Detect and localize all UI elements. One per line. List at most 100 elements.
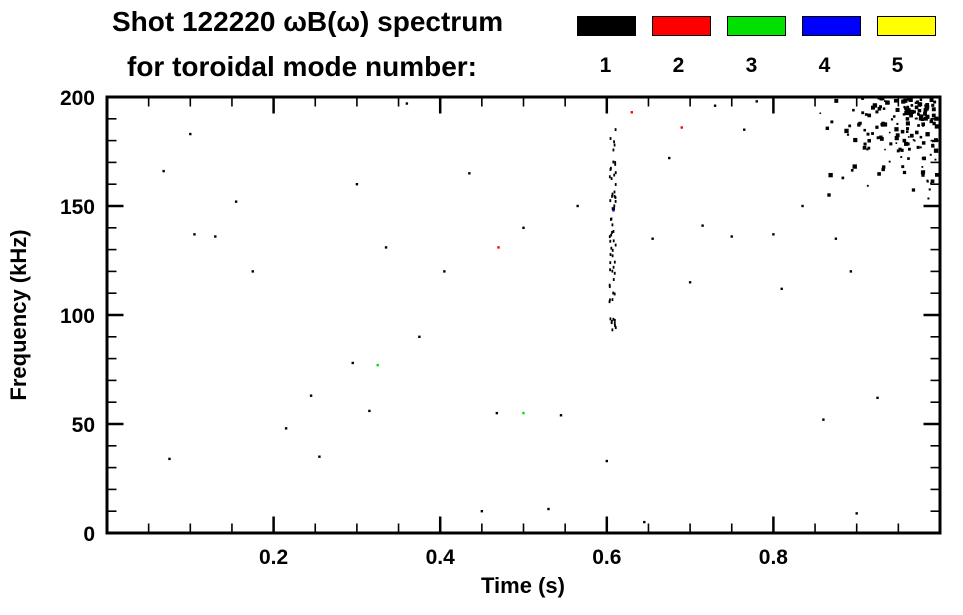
data-point [609, 317, 612, 321]
data-point [819, 112, 822, 115]
data-point [925, 102, 930, 107]
data-point [927, 197, 930, 200]
data-point [251, 270, 254, 273]
data-point [318, 455, 321, 458]
data-point [830, 120, 834, 124]
data-point [879, 105, 882, 109]
data-point [926, 180, 929, 183]
legend [577, 16, 952, 36]
data-point [888, 131, 891, 134]
data-point [906, 96, 911, 101]
data-point [612, 317, 615, 321]
plot-frame-group: 0.2 0.4 0.6 0.8 0 50 100 150 200 [60, 87, 942, 569]
data-point [931, 103, 935, 107]
data-point [881, 167, 885, 172]
data-point [193, 233, 196, 236]
data-point [522, 226, 525, 229]
data-point [866, 132, 870, 136]
data-point [611, 194, 613, 198]
data-point [895, 142, 898, 144]
data-point [893, 115, 896, 118]
data-point [614, 183, 617, 186]
legend-swatch-n1 [577, 16, 636, 36]
x-axis-label: Time (s) [481, 573, 565, 598]
data-point [877, 172, 881, 176]
data-point [857, 122, 861, 126]
data-point [882, 122, 888, 127]
data-point [608, 235, 611, 239]
data-point [497, 246, 500, 249]
data-point [822, 418, 825, 421]
data-point [930, 182, 932, 185]
data-point [919, 146, 922, 149]
data-point [917, 112, 920, 115]
data-point [922, 170, 926, 173]
data-point [862, 146, 867, 150]
data-point [866, 184, 869, 187]
data-point [612, 291, 615, 295]
data-point [610, 233, 613, 237]
data-point [895, 107, 900, 112]
data-point [895, 133, 900, 138]
data-point [931, 113, 936, 118]
x-tick-label: 0.4 [426, 546, 456, 569]
legend-labels: 1 2 3 4 5 [577, 54, 942, 78]
data-point [841, 176, 845, 180]
data-point [877, 106, 882, 111]
data-point [928, 188, 931, 191]
data-point [866, 148, 869, 151]
data-point [613, 140, 615, 144]
data-point [903, 98, 908, 103]
data-point [614, 160, 617, 164]
data-point [884, 100, 886, 103]
data-point [612, 265, 615, 269]
data-point [576, 204, 579, 208]
data-point [933, 100, 937, 104]
data-point [612, 239, 615, 243]
data-point [879, 135, 883, 139]
data-point [680, 126, 683, 129]
data-point [613, 143, 616, 147]
y-tick-label: 200 [60, 87, 95, 110]
scatter-points [162, 96, 940, 524]
data-point [609, 239, 612, 243]
data-point [852, 108, 855, 112]
data-point [610, 319, 613, 323]
data-point [468, 172, 471, 175]
data-point [189, 132, 192, 136]
data-point [852, 164, 857, 169]
data-point [613, 194, 616, 198]
data-point [605, 459, 608, 463]
data-point [888, 160, 891, 163]
data-point [609, 253, 612, 256]
data-point [846, 133, 850, 136]
data-point [906, 105, 910, 109]
legend-label-n3: 3 [745, 54, 758, 77]
data-point [384, 246, 388, 249]
data-point [904, 107, 907, 110]
data-point [609, 137, 612, 140]
data-point [613, 271, 616, 275]
chart-title: Shot 122220 ωB(ω) spectrum [112, 6, 504, 37]
data-point [630, 111, 633, 114]
data-point [613, 173, 616, 177]
data-point [921, 173, 925, 177]
data-point [876, 396, 879, 400]
data-point [914, 105, 919, 110]
data-point [612, 160, 615, 164]
data-point [918, 102, 923, 107]
data-point [834, 98, 839, 103]
data-point [853, 137, 858, 143]
data-point [881, 121, 885, 126]
data-point [610, 177, 613, 181]
data-point [884, 148, 886, 151]
data-point [915, 117, 918, 120]
data-point [861, 96, 865, 100]
data-point [934, 124, 940, 129]
data-point [743, 128, 746, 131]
data-point [522, 411, 525, 415]
data-point [610, 217, 613, 221]
data-point [863, 128, 867, 132]
